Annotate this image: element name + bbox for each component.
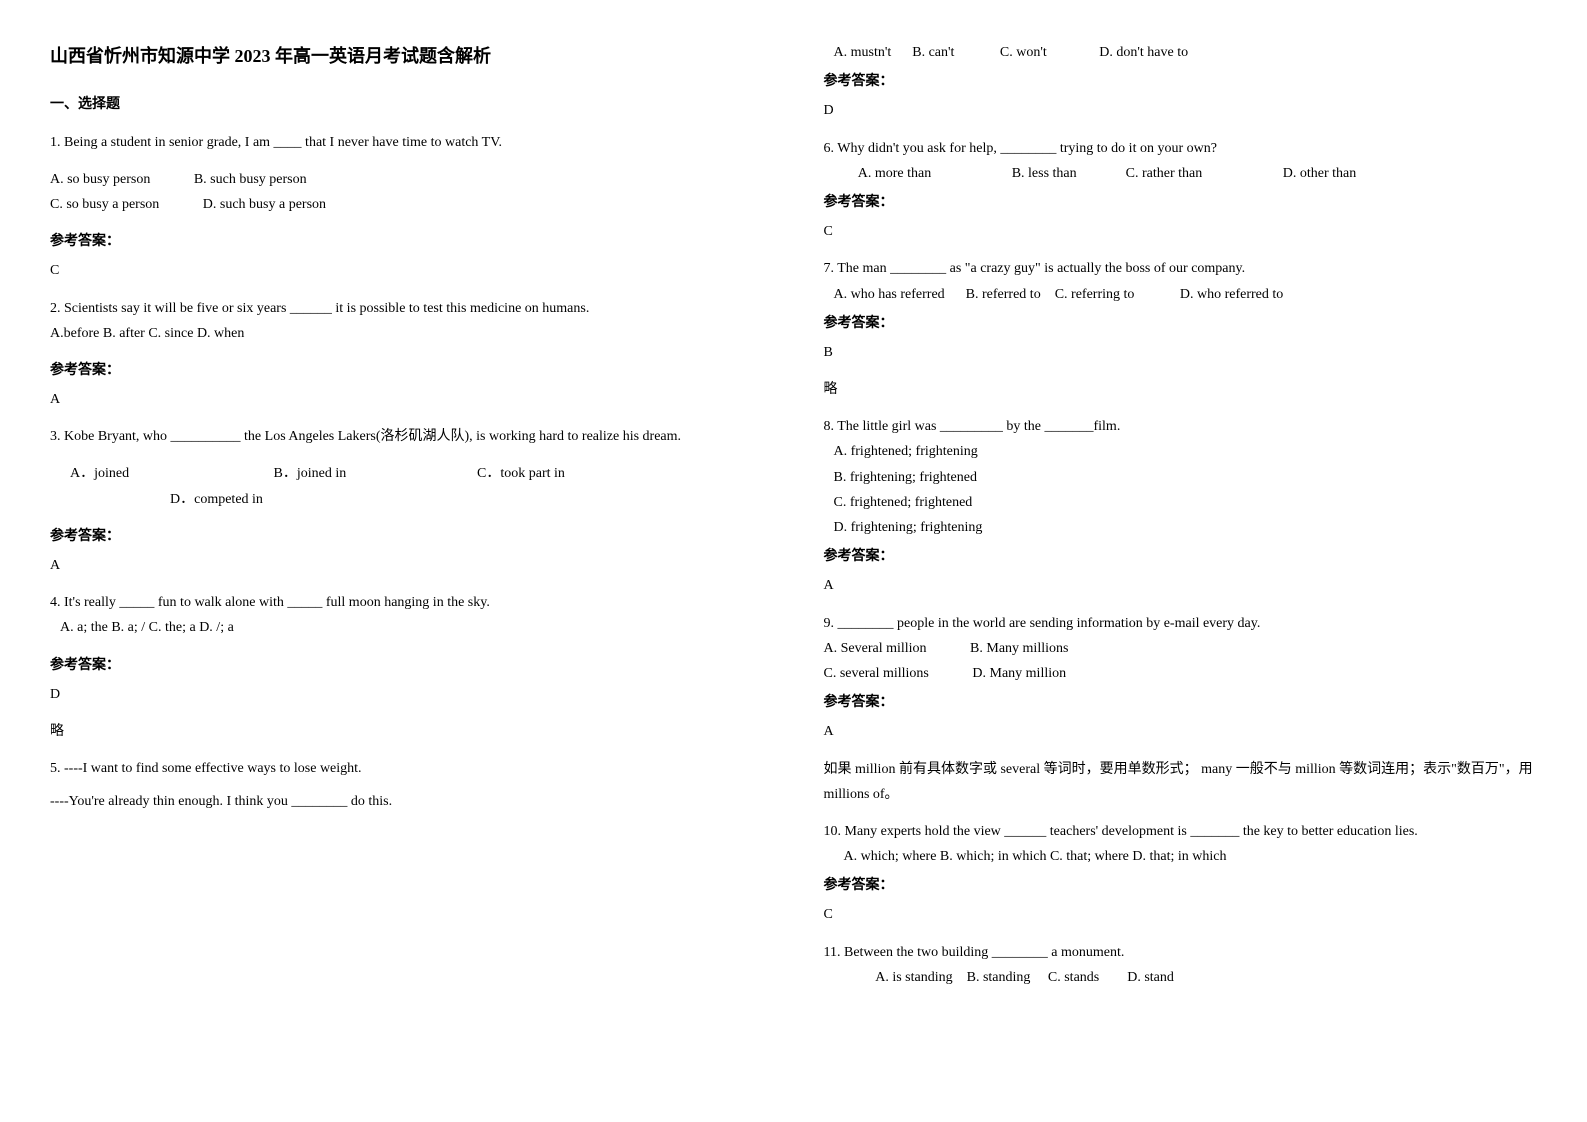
question-2: 2. Scientists say it will be five or six… bbox=[50, 296, 764, 346]
q3-answer: A bbox=[50, 553, 764, 578]
q7-extra: 略 bbox=[824, 377, 1538, 402]
question-text: 3. Kobe Bryant, who __________ the Los A… bbox=[50, 424, 764, 449]
q1-options-row1: A. so busy person B. such busy person bbox=[50, 167, 764, 192]
q10-options: A. which; where B. which; in which C. th… bbox=[844, 844, 1538, 869]
right-column: A. mustn't B. can't C. won't D. don't ha… bbox=[824, 40, 1538, 990]
answer-label: 参考答案： bbox=[50, 229, 764, 254]
answer-label: 参考答案： bbox=[50, 524, 764, 549]
q6-options: A. more than B. less than C. rather than… bbox=[824, 161, 1538, 186]
q2-answer: A bbox=[50, 387, 764, 412]
q7-text: 7. The man ________ as "a crazy guy" is … bbox=[824, 256, 1538, 281]
q9-optD: D. Many million bbox=[972, 661, 1066, 686]
q3-options: A．joined B．joined in C．took part in D．co… bbox=[50, 461, 764, 511]
answer-label: 参考答案： bbox=[824, 544, 1538, 569]
q8-optB: B. frightening; frightened bbox=[834, 465, 1538, 490]
q1-optD: D. such busy a person bbox=[203, 192, 326, 217]
q1-options-row2: C. so busy a person D. such busy a perso… bbox=[50, 192, 764, 217]
question-3: 3. Kobe Bryant, who __________ the Los A… bbox=[50, 424, 764, 449]
question-5: 5. ----I want to find some effective way… bbox=[50, 756, 764, 814]
answer-label: 参考答案： bbox=[824, 311, 1538, 336]
q7-answer: B bbox=[824, 340, 1538, 365]
question-1: 1. Being a student in senior grade, I am… bbox=[50, 130, 764, 155]
q5-answer: D bbox=[824, 98, 1538, 123]
q5-options: A. mustn't B. can't C. won't D. don't ha… bbox=[834, 40, 1538, 65]
q1-optB: B. such busy person bbox=[194, 167, 307, 192]
q11-options: A. is standing B. standing C. stands D. … bbox=[824, 965, 1538, 990]
q4-answer: D bbox=[50, 682, 764, 707]
answer-label: 参考答案： bbox=[824, 873, 1538, 898]
answer-label: 参考答案： bbox=[824, 69, 1538, 94]
answer-label: 参考答案： bbox=[824, 190, 1538, 215]
question-text: 4. It's really _____ fun to walk alone w… bbox=[50, 590, 764, 615]
question-4: 4. It's really _____ fun to walk alone w… bbox=[50, 590, 764, 640]
question-text: 1. Being a student in senior grade, I am… bbox=[50, 130, 764, 155]
q8-answer: A bbox=[824, 573, 1538, 598]
q1-answer: C bbox=[50, 258, 764, 283]
q3-optB: B．joined in bbox=[274, 461, 474, 486]
section-header: 一、选择题 bbox=[50, 92, 764, 117]
q9-options-row2: C. several millions D. Many million bbox=[824, 661, 1538, 686]
q9-text: 9. ________ people in the world are send… bbox=[824, 611, 1538, 636]
q1-optA: A. so busy person bbox=[50, 167, 150, 192]
q9-explanation: 如果 million 前有具体数字或 several 等词时，要用单数形式； m… bbox=[824, 757, 1538, 807]
q5-text1: 5. ----I want to find some effective way… bbox=[50, 756, 764, 781]
page-container: 山西省忻州市知源中学 2023 年高一英语月考试题含解析 一、选择题 1. Be… bbox=[50, 40, 1537, 990]
q5-text2: ----You're already thin enough. I think … bbox=[50, 789, 764, 814]
q3-optD: D．competed in bbox=[170, 487, 263, 512]
q6-answer: C bbox=[824, 219, 1538, 244]
document-title: 山西省忻州市知源中学 2023 年高一英语月考试题含解析 bbox=[50, 40, 764, 72]
q9-optA: A. Several million bbox=[824, 636, 927, 661]
answer-label: 参考答案： bbox=[50, 358, 764, 383]
q4-extra: 略 bbox=[50, 719, 764, 744]
q10-answer: C bbox=[824, 902, 1538, 927]
q9-optB: B. Many millions bbox=[970, 636, 1068, 661]
q9-options-row1: A. Several million B. Many millions bbox=[824, 636, 1538, 661]
q8-optD: D. frightening; frightening bbox=[834, 515, 1538, 540]
q9-optC: C. several millions bbox=[824, 661, 929, 686]
q8-optC: C. frightened; frightened bbox=[834, 490, 1538, 515]
answer-label: 参考答案： bbox=[824, 690, 1538, 715]
q11-text: 11. Between the two building ________ a … bbox=[824, 940, 1538, 965]
question-text: 2. Scientists say it will be five or six… bbox=[50, 296, 764, 321]
q4-options: A. a; the B. a; / C. the; a D. /; a bbox=[60, 615, 764, 640]
q7-options: A. who has referred B. referred to C. re… bbox=[834, 282, 1538, 307]
q2-options: A.before B. after C. since D. when bbox=[50, 321, 764, 346]
q8-optA: A. frightened; frightening bbox=[834, 439, 1538, 464]
q3-optA: A．joined bbox=[70, 461, 270, 486]
answer-label: 参考答案： bbox=[50, 653, 764, 678]
q1-optC: C. so busy a person bbox=[50, 192, 159, 217]
q10-text: 10. Many experts hold the view ______ te… bbox=[824, 819, 1538, 844]
left-column: 山西省忻州市知源中学 2023 年高一英语月考试题含解析 一、选择题 1. Be… bbox=[50, 40, 764, 990]
q9-answer: A bbox=[824, 719, 1538, 744]
q8-text: 8. The little girl was _________ by the … bbox=[824, 414, 1538, 439]
q6-text: 6. Why didn't you ask for help, ________… bbox=[824, 136, 1538, 161]
q3-optC: C．took part in bbox=[477, 461, 565, 486]
